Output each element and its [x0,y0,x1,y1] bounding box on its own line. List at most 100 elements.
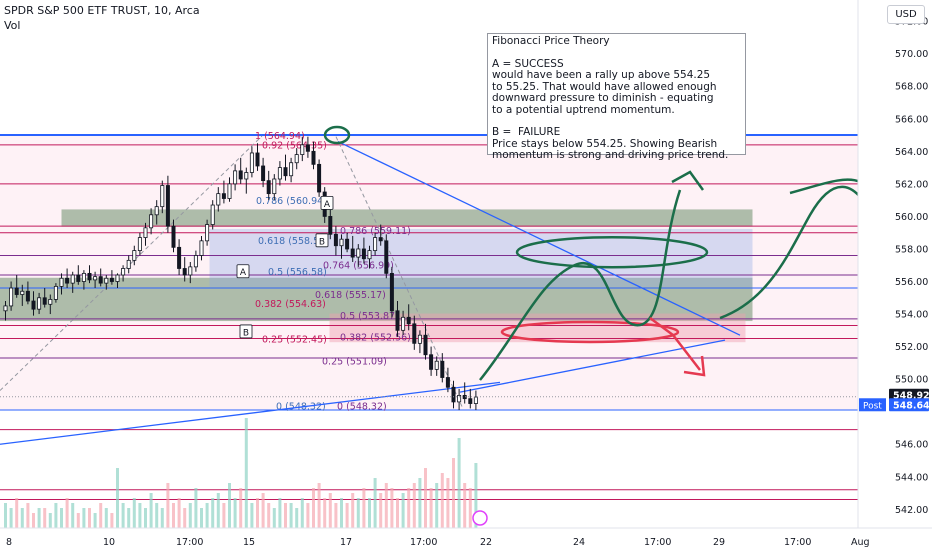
volume-bar [99,503,103,528]
candle-body [160,185,165,208]
candle-body [210,204,215,225]
candle-body [37,297,42,310]
volume-bar [26,503,30,528]
volume-bar [211,498,215,528]
volume-bar [261,493,265,528]
candle-body [473,396,478,404]
volume-bar [368,498,371,528]
fib-label: 0.92 (564.35) [262,141,327,152]
candle-body [249,152,254,173]
volume-bar [373,478,377,528]
trend-line [0,381,501,445]
volume-bar [32,513,35,528]
x-tick-label: 17 [340,537,352,548]
candle-body [462,395,467,400]
candle-body [149,214,154,229]
volume-bar [54,503,58,528]
y-tick-label: 562.00 [895,179,928,190]
volume-bar [88,508,91,528]
y-tick-label: 546.00 [895,440,928,451]
volume-bar [20,508,24,528]
marker-a: A [320,196,334,210]
candle-body [294,154,299,164]
candle-body [221,193,226,199]
arrow-head [683,355,706,377]
volume-bar [474,463,478,528]
candle-body [373,237,378,251]
volume-bar [284,503,287,528]
y-tick-label: 568.00 [895,82,928,93]
candle-body [182,268,187,276]
volume-bar [328,493,332,528]
volume-bar [424,468,427,528]
candle-body [65,277,70,284]
fibonacci-note-box[interactable]: Fibonacci Price Theory A = SUCCESS would… [487,33,746,161]
volume-bar [457,438,461,528]
price-label-box [889,398,929,412]
volume-bar [446,478,450,528]
candle-body [305,144,310,152]
volume-bar [323,498,327,528]
candle-body [317,163,322,193]
candle-body [283,167,288,177]
y-tick-label: 566.00 [895,114,928,125]
volume-bar [205,503,209,528]
candle-body [457,395,462,403]
candle-body [277,167,282,180]
volume-bar [93,513,97,528]
volume-bar [429,488,433,528]
candle-body [59,277,64,287]
marker-b: B [315,233,329,247]
candle-body [367,250,372,260]
volume-bar [379,493,383,528]
volume-bar [222,503,226,528]
volume-bar [172,503,175,528]
fib-label: 0.5 (556.58) [268,267,327,278]
x-tick-label: Aug [851,537,870,548]
note-a-line: downward pressure to diminish - equating [492,92,714,104]
volume-bar [384,483,388,528]
volume-bar [312,488,315,528]
candle-body [406,316,411,325]
candle-body [31,300,36,310]
candle-body [76,274,81,282]
fib-label: 0.618 (555.17) [315,290,386,301]
volume-bar [295,508,299,528]
candle-body [333,233,338,247]
volume-bar [278,498,282,528]
fib-label: 0.786 (559.11) [340,226,411,237]
candle-body [378,237,383,242]
candle-body [126,259,131,269]
volume-bar [468,488,472,528]
volume-bar [362,488,366,528]
candle-body [98,276,103,284]
volume-bar [138,503,142,528]
volume-bar [250,503,254,528]
volume-bar [200,508,203,528]
candle-body [395,310,400,331]
marker-text: B [243,328,249,338]
zone-rect [61,209,753,227]
volume-bar [272,508,276,528]
volume-bar [132,498,136,528]
candle-body [25,290,30,302]
candle-body [261,165,266,182]
candle-body [42,297,47,305]
currency-button[interactable]: USD [887,5,925,24]
volume-bar [160,508,164,528]
candle-body [233,170,238,185]
volume-bar [4,503,7,528]
candle-body [272,178,277,195]
volume-bar [435,483,439,528]
fib-label: 0.5 (553.87) [340,311,399,322]
candle-body [389,272,394,312]
volume-bar [121,503,125,528]
marker-text: A [240,268,247,278]
candle-body [165,185,170,227]
candle-body [87,272,92,281]
volume-bar [233,498,237,528]
highlight-ellipse [500,320,680,344]
candle-body [328,216,333,235]
highlight-ellipse [515,235,709,269]
